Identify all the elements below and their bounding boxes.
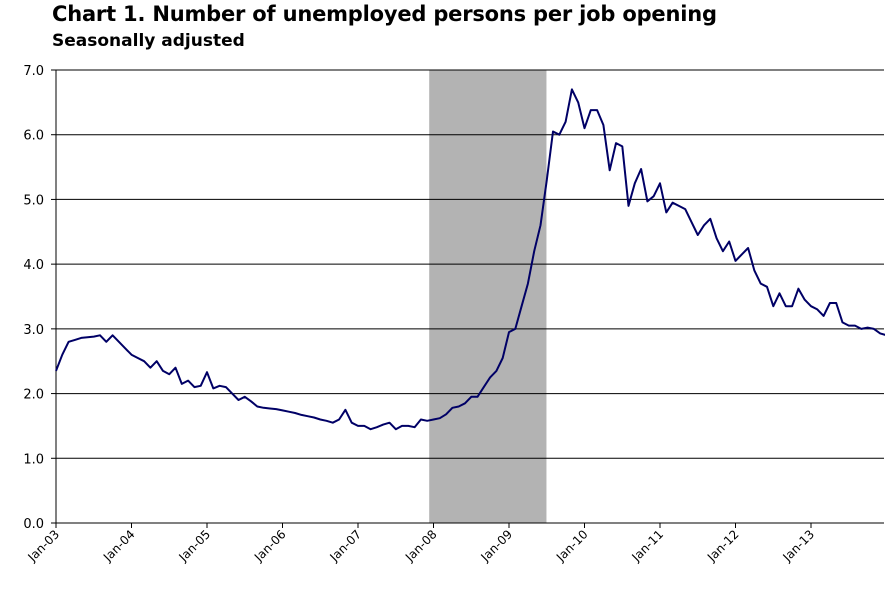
y-tick-label: 1.0: [23, 452, 44, 467]
recession-shading: [429, 70, 547, 523]
series-line-0: [55, 88, 885, 431]
y-tick-label: 2.0: [23, 388, 44, 403]
x-tick-label: Jan-11: [629, 527, 667, 565]
x-tick-label: Jan-05: [176, 527, 214, 565]
x-tick-label: Jan-07: [327, 527, 365, 565]
x-tick-label: Jan-08: [402, 527, 440, 565]
chart-title: Chart 1. Number of unemployed persons pe…: [52, 2, 717, 26]
y-tick-label: 3.0: [23, 323, 44, 338]
x-axis: Jan-03 Jan-04 Jan-05 Jan-06 Jan-07 Jan-08 Jan-…: [25, 522, 884, 565]
series-layer: [55, 88, 885, 431]
y-axis: 0.0 1.0 2.0 3.0 4.0 5.0 6.0 7.0: [23, 64, 57, 532]
x-tick-label: Jan-04: [100, 527, 138, 565]
x-tick-label: Jan-12: [704, 527, 742, 565]
chart-subtitle: Seasonally adjusted: [52, 31, 245, 51]
x-tick-label: Jan-13: [780, 527, 818, 565]
gridlines: [56, 69, 884, 459]
x-tick-label: Jan-06: [251, 527, 289, 565]
y-tick-label: 7.0: [23, 64, 44, 79]
recession-shading-layer: [429, 70, 547, 523]
x-tick-label: Jan-09: [478, 527, 516, 565]
y-tick-label: 6.0: [23, 129, 44, 144]
x-tick-label: Jan-03: [25, 527, 63, 565]
y-tick-label: 0.0: [23, 517, 44, 532]
x-tick-label: Jan-10: [553, 527, 591, 565]
y-tick-label: 4.0: [23, 258, 44, 273]
y-tick-label: 5.0: [23, 193, 44, 208]
